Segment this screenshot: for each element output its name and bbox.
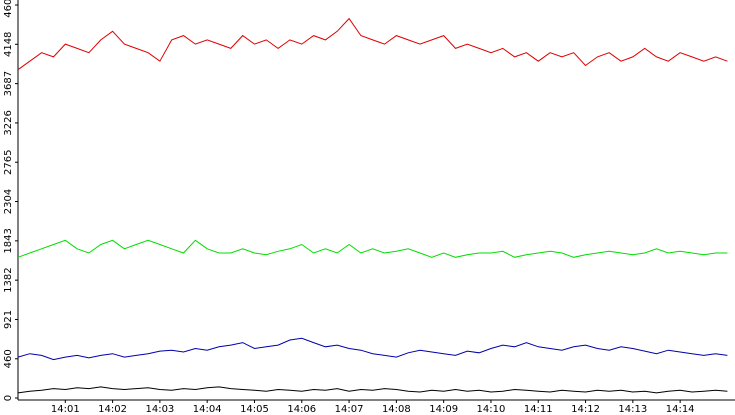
y-tick-label: 1382 bbox=[3, 267, 14, 292]
y-tick-label: 0 bbox=[3, 395, 14, 401]
x-tick-label: 14:06 bbox=[287, 404, 316, 415]
y-tick-label: 921 bbox=[3, 310, 14, 329]
y-tick-label: 460 bbox=[3, 349, 14, 368]
x-tick-label: 14:02 bbox=[98, 404, 127, 415]
series-line bbox=[17, 386, 728, 394]
y-tick-label: 3687 bbox=[3, 71, 14, 96]
y-tick-label: 4609 bbox=[3, 0, 14, 18]
x-tick-label: 14:08 bbox=[382, 404, 411, 415]
x-tick-label: 14:10 bbox=[477, 404, 506, 415]
y-tick-label: 3226 bbox=[3, 110, 14, 135]
y-tick-label: 1843 bbox=[3, 228, 14, 253]
x-tick-label: 14:01 bbox=[51, 404, 80, 415]
x-tick-label: 14:09 bbox=[429, 404, 458, 415]
x-tick-label: 14:03 bbox=[145, 404, 174, 415]
series-line bbox=[17, 17, 728, 71]
x-tick-label: 14:13 bbox=[618, 404, 647, 415]
x-tick-label: 14:05 bbox=[240, 404, 269, 415]
y-tick-label: 2304 bbox=[3, 189, 14, 214]
x-tick-label: 14:04 bbox=[193, 404, 222, 415]
y-tick-label: 4148 bbox=[3, 32, 14, 57]
x-tick-label: 14:07 bbox=[335, 404, 364, 415]
x-tick-label: 14:11 bbox=[524, 404, 553, 415]
x-tick-label: 14:12 bbox=[571, 404, 600, 415]
y-tick-label: 2765 bbox=[3, 150, 14, 175]
x-tick-label: 14:14 bbox=[666, 404, 695, 415]
series-line bbox=[17, 337, 728, 361]
series-line bbox=[17, 239, 728, 258]
